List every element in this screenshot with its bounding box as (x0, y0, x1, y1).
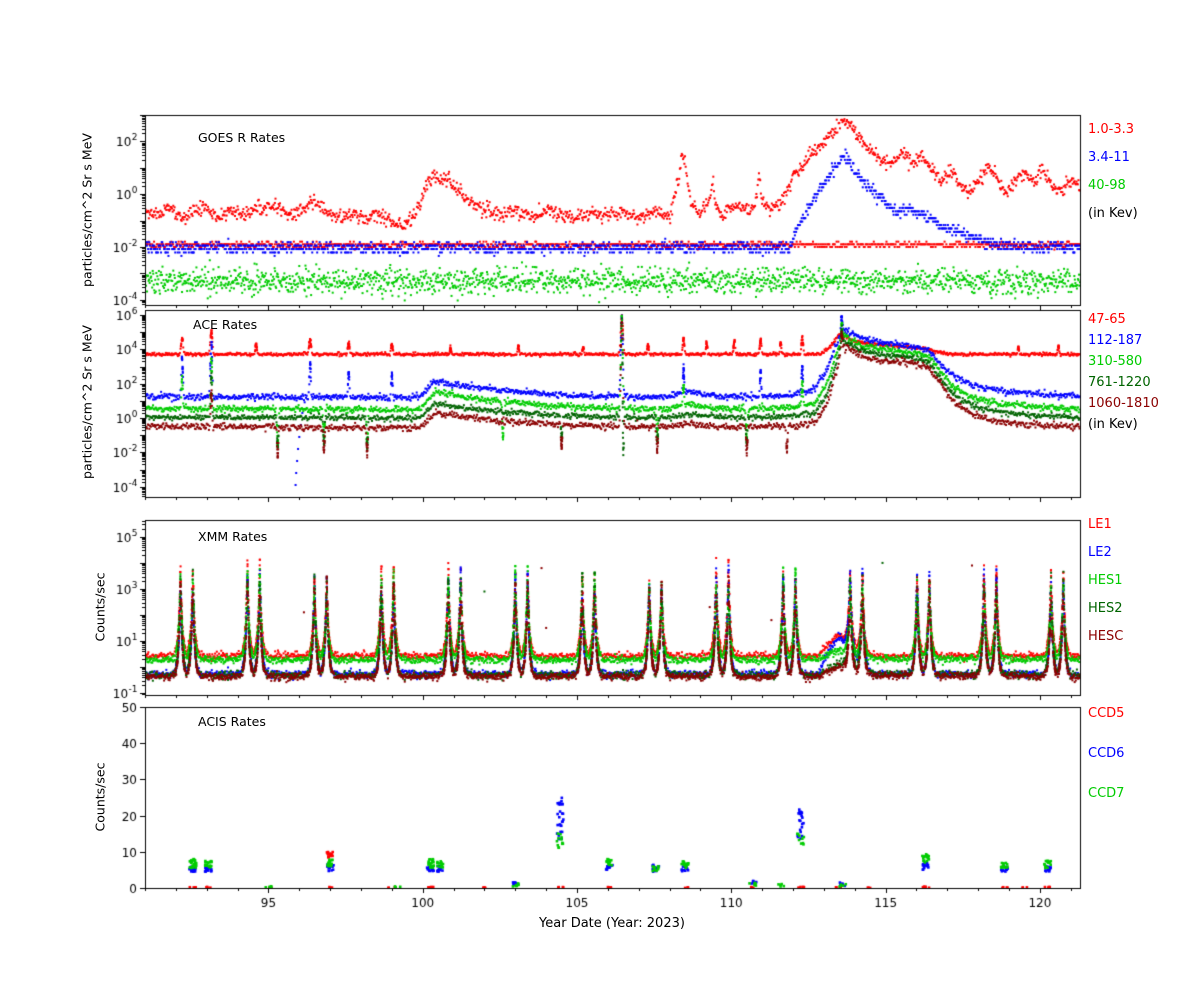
legend-item-1060-1810: 1060-1810 (1088, 396, 1159, 411)
legend-item-112-187: 112-187 (1088, 333, 1143, 348)
legend-item-hes1: HES1 (1088, 573, 1123, 588)
legend-item-310-580: 310-580 (1088, 354, 1143, 369)
panel-title-ace: ACE Rates (193, 317, 258, 332)
legend-item-le1: LE1 (1088, 517, 1112, 532)
legend-item-le2: LE2 (1088, 545, 1112, 560)
x-axis-label: Year Date (Year: 2023) (539, 916, 685, 931)
panel-title-xmm: XMM Rates (198, 529, 268, 544)
legend-item-1-0-3-3: 1.0-3.3 (1088, 122, 1135, 137)
legend-item-hes2: HES2 (1088, 601, 1123, 616)
legend-xmm: LE1 LE2 HES1 HES2 HESC (1088, 517, 1123, 645)
legend-item-ccd6: CCD6 (1088, 746, 1125, 761)
y-axis-label-goes: particles/cm^2 Sr s MeV (79, 133, 95, 287)
legend-item-761-1220: 761-1220 (1088, 375, 1151, 390)
legend-item-40-98: 40-98 (1088, 178, 1126, 193)
legend-goes: 1.0-3.3 3.4-11 40-98 (in Kev) (1088, 122, 1138, 222)
legend-ace: 47-65 112-187 310-580 761-1220 1060-1810 (in … (1088, 312, 1159, 433)
legend-item-ccd5: CCD5 (1088, 706, 1125, 721)
y-axis-label-ace: particles/cm^2 Sr s MeV (79, 325, 95, 479)
legend-item-in-kev: (in Kev) (1088, 206, 1138, 221)
legend-item-47-65: 47-65 (1088, 312, 1126, 327)
legend-item-ccd7: CCD7 (1088, 786, 1125, 801)
y-axis-label-xmm: Counts/sec (92, 572, 108, 642)
legend-item-in-kev: (in Kev) (1088, 417, 1138, 432)
legend-acis: CCD5 CCD6 CCD7 (1088, 706, 1124, 802)
panel-title-acis: ACIS Rates (198, 714, 266, 729)
legend-item-hesc: HESC (1088, 629, 1124, 644)
panel-title-goes: GOES R Rates (198, 130, 286, 145)
y-axis-label-acis: Counts/sec (92, 762, 108, 832)
legend-item-3-4-11: 3.4-11 (1088, 150, 1130, 165)
